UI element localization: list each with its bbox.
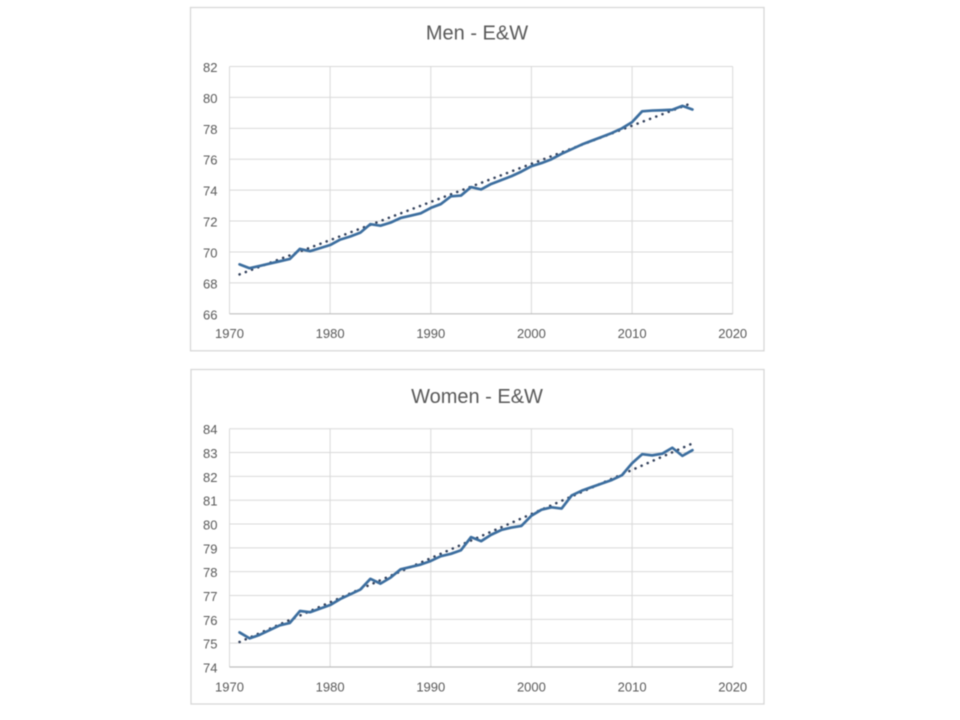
svg-text:75: 75 <box>203 637 217 652</box>
svg-text:82: 82 <box>203 60 217 75</box>
svg-text:2000: 2000 <box>517 326 546 341</box>
svg-text:79: 79 <box>203 541 217 556</box>
svg-text:Women - E&W: Women - E&W <box>411 386 543 408</box>
svg-text:76: 76 <box>203 613 217 628</box>
svg-text:2010: 2010 <box>618 679 647 694</box>
svg-text:72: 72 <box>203 215 217 230</box>
svg-text:84: 84 <box>203 422 217 437</box>
svg-text:74: 74 <box>203 661 217 676</box>
svg-text:76: 76 <box>203 153 217 168</box>
svg-text:78: 78 <box>203 122 217 137</box>
svg-text:68: 68 <box>203 276 217 291</box>
svg-text:77: 77 <box>203 589 217 604</box>
svg-text:2000: 2000 <box>517 679 546 694</box>
svg-text:80: 80 <box>203 518 217 533</box>
svg-text:1990: 1990 <box>416 326 445 341</box>
svg-text:2020: 2020 <box>718 326 747 341</box>
svg-text:70: 70 <box>203 245 217 260</box>
svg-text:1980: 1980 <box>316 326 345 341</box>
svg-text:1970: 1970 <box>215 679 244 694</box>
svg-text:2010: 2010 <box>618 326 647 341</box>
svg-text:74: 74 <box>203 184 217 199</box>
svg-text:1990: 1990 <box>416 679 445 694</box>
svg-text:1980: 1980 <box>316 679 345 694</box>
svg-text:80: 80 <box>203 91 217 106</box>
svg-text:83: 83 <box>203 446 217 461</box>
svg-text:66: 66 <box>203 307 217 322</box>
svg-text:82: 82 <box>203 470 217 485</box>
svg-text:1970: 1970 <box>215 326 244 341</box>
svg-text:Men - E&W: Men - E&W <box>426 23 528 45</box>
svg-text:2020: 2020 <box>718 679 747 694</box>
svg-text:81: 81 <box>203 494 217 509</box>
svg-text:78: 78 <box>203 565 217 580</box>
